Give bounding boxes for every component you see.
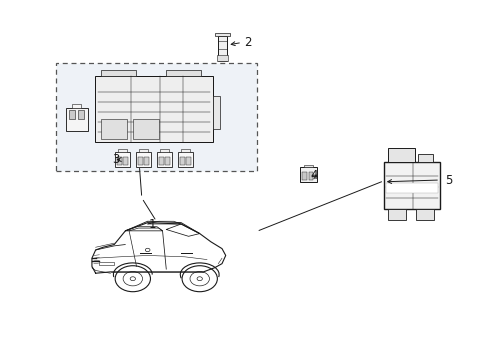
FancyBboxPatch shape [415,209,433,220]
FancyBboxPatch shape [383,162,439,209]
FancyBboxPatch shape [299,167,317,182]
FancyBboxPatch shape [214,33,230,36]
FancyBboxPatch shape [178,152,192,167]
FancyBboxPatch shape [133,119,159,139]
Text: 2: 2 [244,36,251,49]
FancyBboxPatch shape [216,55,228,61]
FancyBboxPatch shape [217,36,227,61]
FancyBboxPatch shape [117,157,122,165]
FancyBboxPatch shape [185,157,190,165]
FancyBboxPatch shape [139,149,147,152]
FancyBboxPatch shape [118,149,126,152]
FancyBboxPatch shape [115,152,129,167]
FancyBboxPatch shape [308,172,313,180]
FancyBboxPatch shape [78,110,83,118]
FancyBboxPatch shape [95,76,212,142]
FancyBboxPatch shape [101,70,136,76]
FancyBboxPatch shape [69,110,75,118]
Text: 4: 4 [310,169,317,182]
FancyBboxPatch shape [180,157,184,165]
FancyBboxPatch shape [164,157,169,165]
FancyBboxPatch shape [56,63,256,171]
FancyBboxPatch shape [159,157,163,165]
FancyBboxPatch shape [136,152,150,167]
Text: 5: 5 [444,174,451,186]
FancyBboxPatch shape [387,209,406,220]
FancyBboxPatch shape [66,108,88,131]
FancyBboxPatch shape [181,149,189,152]
FancyBboxPatch shape [386,183,437,193]
Text: 1: 1 [149,219,156,231]
FancyBboxPatch shape [417,154,432,162]
FancyBboxPatch shape [212,95,219,129]
FancyBboxPatch shape [303,165,313,167]
FancyBboxPatch shape [160,149,168,152]
FancyBboxPatch shape [101,119,127,139]
FancyBboxPatch shape [387,148,414,162]
FancyBboxPatch shape [72,104,81,108]
Text: 3: 3 [112,153,120,166]
FancyBboxPatch shape [122,157,127,165]
FancyBboxPatch shape [157,152,171,167]
FancyBboxPatch shape [138,157,142,165]
FancyBboxPatch shape [143,157,148,165]
FancyBboxPatch shape [165,70,201,76]
FancyBboxPatch shape [301,172,306,180]
